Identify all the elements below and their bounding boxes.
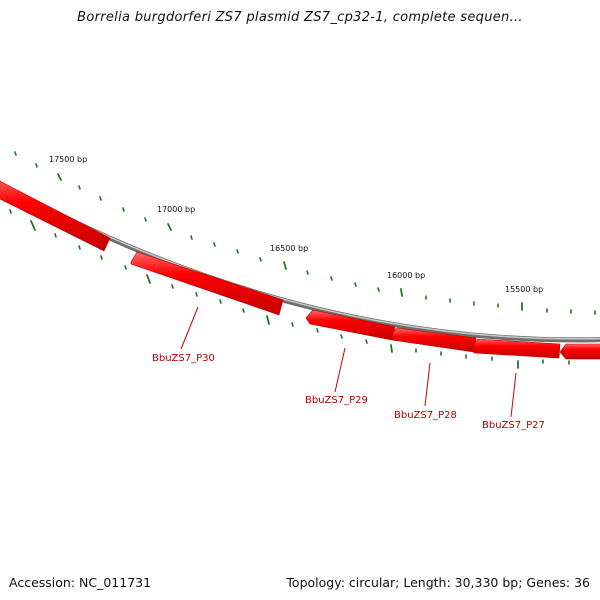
plasmid-backbone — [0, 180, 600, 343]
scale-tick — [167, 223, 172, 231]
summary-label: Topology: circular; Length: 30,330 bp; G… — [286, 575, 590, 590]
scale-tick — [306, 270, 309, 275]
leader-line-p29 — [334, 347, 346, 393]
gene-arrow-p30[interactable] — [130, 251, 284, 316]
scale-tick — [78, 245, 81, 250]
gene-label-p28[interactable]: BbuZS7_P28 — [394, 410, 457, 421]
scale-tick — [354, 282, 357, 287]
leader-line-p28 — [424, 362, 431, 407]
scale-tick — [195, 292, 198, 297]
scale-tick — [219, 299, 222, 304]
scale-tick — [78, 185, 81, 190]
scale-label-17000: 17000 bp — [157, 205, 195, 214]
scale-tick — [54, 233, 57, 238]
scale-tick — [213, 242, 216, 247]
scale-label-17500: 17500 bp — [49, 155, 87, 164]
gene-arrows — [0, 176, 600, 360]
gene-leader-lines — [180, 306, 517, 418]
gene-arrow[interactable] — [559, 343, 600, 360]
scale-tick — [57, 173, 62, 181]
scale-tick — [365, 339, 368, 344]
scale-tick — [242, 308, 245, 313]
map-title: Borrelia burgdorferi ZS7 plasmid ZS7_cp3… — [77, 10, 523, 25]
gene-arrow[interactable] — [0, 176, 111, 252]
scale-tick — [100, 255, 103, 260]
scale-tick — [171, 284, 174, 289]
scale-tick — [9, 209, 12, 214]
gene-label-p30[interactable]: BbuZS7_P30 — [152, 353, 215, 364]
scale-tick — [144, 217, 147, 222]
scale-tick — [291, 322, 294, 327]
plasmid-backbone-highlight — [0, 181, 600, 340]
scale-tick — [400, 288, 403, 297]
inner-scale-ticks — [9, 209, 570, 369]
scale-tick — [14, 151, 17, 156]
scale-tick — [390, 344, 393, 353]
scale-tick — [30, 220, 36, 231]
scale-label-16500: 16500 bp — [270, 244, 308, 253]
scale-tick — [266, 315, 270, 325]
scale-tick — [146, 274, 151, 284]
scale-label-16000: 16000 bp — [387, 271, 425, 280]
leader-line-p27 — [510, 372, 517, 418]
scale-tick — [283, 261, 287, 270]
scale-tick — [190, 235, 193, 240]
leader-line-p30 — [180, 306, 199, 350]
scale-tick — [377, 287, 380, 292]
scale-tick — [340, 334, 343, 339]
scale-tick — [330, 276, 333, 281]
scale-tick — [259, 257, 262, 262]
scale-tick — [124, 265, 127, 270]
scale-tick — [122, 207, 125, 212]
gene-label-p27[interactable]: BbuZS7_P27 — [482, 420, 545, 431]
gene-arrow-p27[interactable] — [472, 338, 561, 359]
scale-label-15500: 15500 bp — [505, 285, 543, 294]
scale-ticks — [14, 151, 596, 315]
accession-label: Accession: NC_011731 — [9, 575, 152, 590]
scale-tick — [236, 249, 239, 254]
gene-label-p29[interactable]: BbuZS7_P29 — [305, 395, 368, 406]
scale-tick — [35, 163, 38, 168]
scale-tick — [99, 196, 102, 201]
scale-tick — [316, 328, 319, 333]
